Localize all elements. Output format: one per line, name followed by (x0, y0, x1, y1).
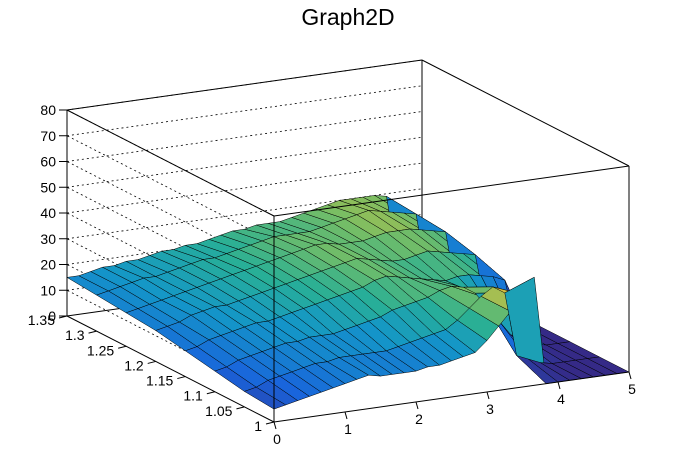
z-tick-label: 70 (40, 128, 56, 144)
z-tick-label: 50 (40, 179, 56, 195)
x-tick-label: 3 (486, 401, 494, 417)
x-tick-mark (628, 371, 632, 380)
z-tick-label: 60 (40, 154, 56, 170)
y-tick-label: 1.35 (28, 312, 55, 328)
gridline (66, 289, 275, 397)
y-tick-label: 1.1 (183, 388, 203, 404)
chart-title: Graph2D (301, 4, 395, 30)
axis-edge (273, 165, 630, 217)
gridline (66, 111, 423, 162)
surface-mesh (66, 195, 630, 410)
y-tick-label: 1.25 (87, 342, 114, 358)
x-tick-label: 1 (344, 421, 352, 437)
y-tick-label: 1.3 (65, 327, 85, 343)
y-tick-label: 1.05 (205, 403, 232, 419)
x-tick-mark (344, 411, 348, 420)
y-tick-mark (147, 360, 156, 364)
z-tick-label: 10 (40, 282, 56, 298)
gridline (66, 136, 423, 188)
y-tick-label: 1.2 (124, 357, 144, 373)
y-tick-label: 1.15 (146, 373, 173, 389)
gridline (66, 186, 275, 294)
x-tick-mark (273, 421, 277, 430)
x-tick-mark (557, 381, 561, 390)
axis-ticks: 01234511.051.11.151.21.251.31.3501020304… (28, 102, 636, 447)
x-axis-line (273, 371, 630, 423)
y-tick-mark (88, 330, 97, 334)
z-tick-label: 30 (40, 231, 56, 247)
gridline (66, 161, 275, 268)
z-tick-label: 40 (40, 205, 56, 221)
y-tick-mark (265, 421, 275, 425)
x-tick-label: 2 (415, 411, 423, 427)
y-tick-mark (236, 406, 245, 410)
y-tick-label: 1 (254, 418, 262, 434)
y-tick-mark (206, 391, 215, 395)
z-tick-label: 0 (48, 308, 56, 324)
y-tick-mark (177, 376, 186, 380)
gridline (66, 135, 275, 243)
x-tick-label: 4 (557, 391, 565, 407)
y-tick-mark (118, 345, 127, 349)
axis-edge (421, 59, 630, 167)
z-tick-label: 80 (40, 102, 56, 118)
axis-box-front (66, 110, 630, 423)
x-tick-mark (415, 401, 419, 410)
x-tick-label: 0 (273, 431, 281, 447)
z-tick-label: 20 (40, 257, 56, 273)
gridline (66, 109, 275, 217)
x-tick-mark (486, 391, 490, 400)
x-tick-label: 5 (628, 381, 636, 397)
axis-edge (66, 59, 423, 111)
gridline (66, 85, 423, 137)
y-axis-line (66, 315, 275, 423)
